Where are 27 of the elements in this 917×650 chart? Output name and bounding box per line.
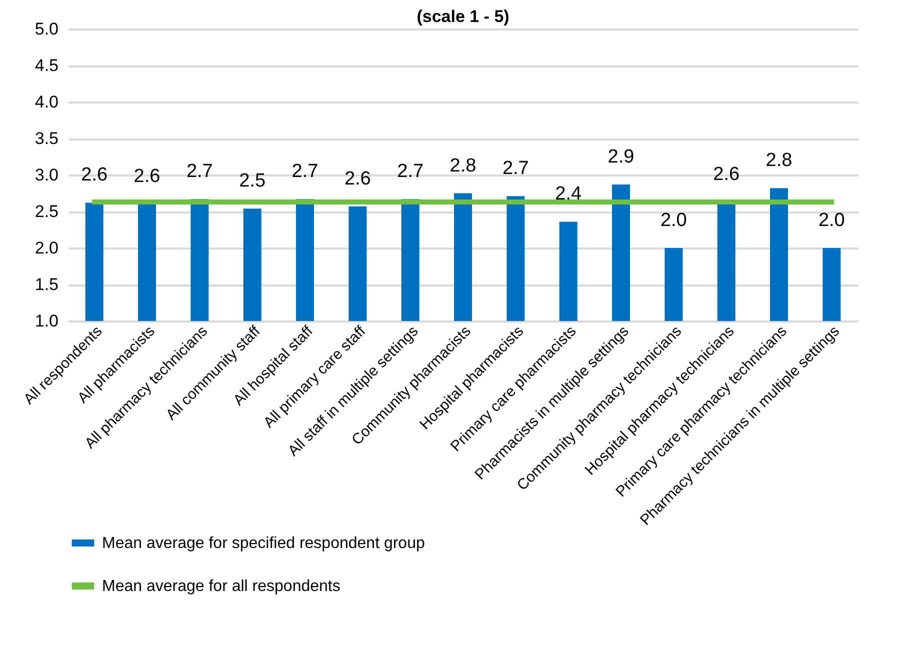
y-tick-label: 2.0 bbox=[34, 238, 58, 258]
data-label: 2.5 bbox=[239, 170, 266, 192]
data-label: 2.8 bbox=[450, 155, 476, 176]
y-tick-label: 1.5 bbox=[34, 275, 58, 294]
y-tick-label: 3.5 bbox=[34, 129, 58, 148]
data-label: 2.8 bbox=[766, 150, 792, 172]
data-label: 2.6 bbox=[344, 168, 371, 190]
y-tick-label: 3.0 bbox=[34, 166, 58, 184]
data-label: 2.7 bbox=[397, 161, 424, 182]
legend-label: Mean average for all respondents bbox=[102, 578, 340, 595]
y-tick-label: 1.0 bbox=[34, 312, 58, 330]
data-label: 2.0 bbox=[818, 210, 845, 231]
data-label: 2.0 bbox=[660, 210, 687, 231]
y-tick-label: 5.0 bbox=[34, 20, 58, 38]
data-label: 2.6 bbox=[713, 164, 740, 186]
data-label: 2.6 bbox=[81, 164, 108, 186]
y-tick-label: 4.5 bbox=[34, 56, 58, 75]
y-tick-label: 4.0 bbox=[34, 92, 58, 112]
legend-label: Mean average for specified respondent group bbox=[102, 535, 425, 552]
y-tick-label: 2.5 bbox=[34, 202, 58, 221]
data-label: 2.7 bbox=[186, 161, 213, 182]
data-label: 2.9 bbox=[608, 146, 634, 168]
data-label: 2.7 bbox=[502, 158, 529, 180]
data-label: 2.4 bbox=[555, 184, 582, 205]
data-label: 2.7 bbox=[292, 161, 318, 182]
chart-title: (scale 1 - 5) bbox=[416, 7, 510, 26]
data-label: 2.6 bbox=[134, 166, 160, 188]
